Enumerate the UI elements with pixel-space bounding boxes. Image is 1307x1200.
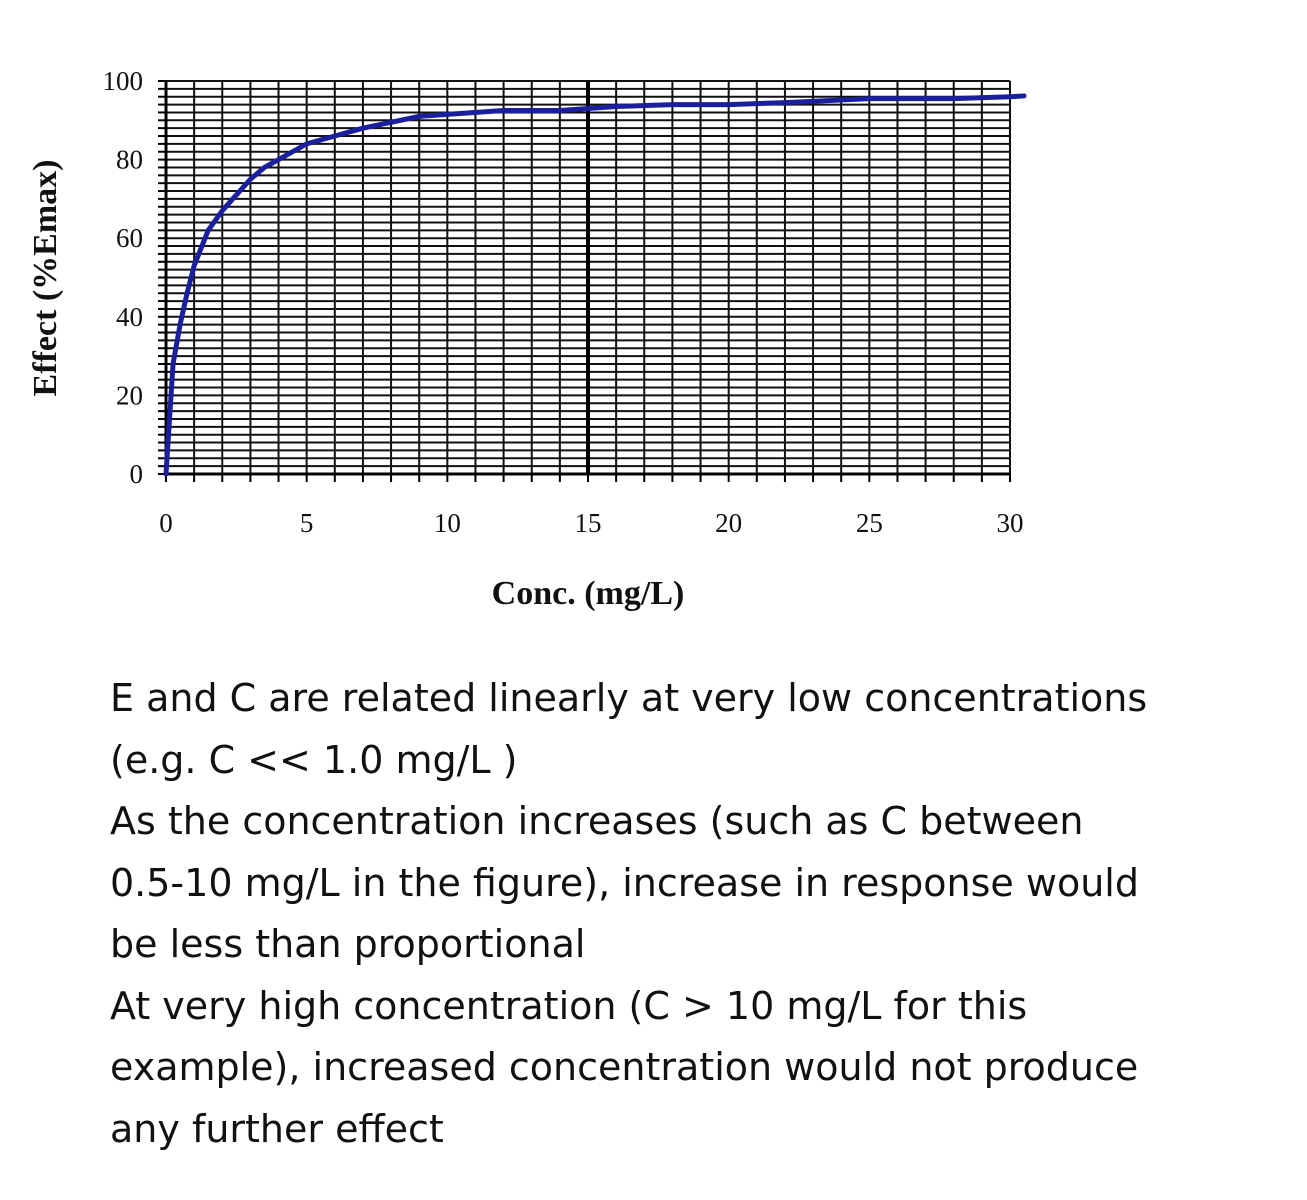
y-tick-label: 100 [103,66,144,96]
explanation-text: E and C are related linearly at very low… [110,668,1270,1160]
y-tick-label: 0 [130,459,144,489]
x-axis-title: Conc. (mg/L) [492,575,685,612]
caption-line: example), increased concentration would … [110,1045,1139,1089]
y-tick-labels: 0 20 40 60 80 100 [103,66,144,489]
effect-curve-line [163,93,1027,477]
effect-concentration-chart: 0 5 10 15 20 25 30 0 20 40 60 80 100 Con… [27,66,1027,612]
y-axis-title: Effect (%Emax) [27,160,64,397]
x-tick-label: 25 [856,508,883,538]
x-tick-label: 30 [997,508,1024,538]
caption-line: any further effect [110,1106,444,1151]
x-tick-labels: 0 5 10 15 20 25 30 [159,508,1023,538]
y-tick-label: 20 [116,380,143,410]
caption-line: 0.5-10 mg/L in the figure), increase in … [110,860,1139,905]
caption-line: (e.g. C << 1.0 mg/L ) [110,737,518,782]
x-tick-label: 15 [575,508,602,538]
x-tick-label: 0 [159,508,173,538]
x-tick-label: 5 [300,508,314,538]
caption-line: E and C are related linearly at very low… [110,676,1148,720]
chart-axes [158,80,1011,482]
y-tick-label: 60 [116,223,143,253]
caption-line: be less than proportional [110,922,586,966]
y-tick-label: 40 [116,302,143,332]
y-tick-label: 80 [116,145,143,175]
caption-line: At very high concentration (C > 10 mg/L … [110,983,1028,1028]
x-tick-label: 10 [434,508,461,538]
x-tick-label: 20 [715,508,742,538]
caption-line: As the concentration increases (such as … [110,799,1084,843]
